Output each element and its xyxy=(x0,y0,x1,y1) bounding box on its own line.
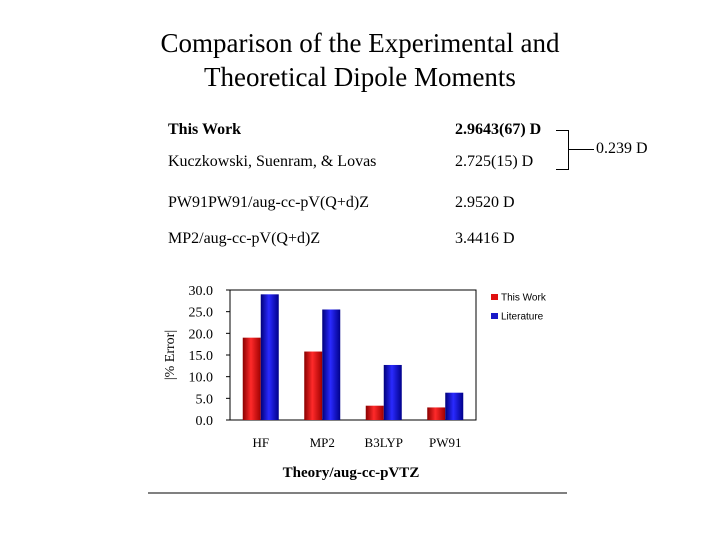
bar-this-work-mp2 xyxy=(304,351,323,420)
legend-swatch-this-work xyxy=(491,294,498,300)
legend-label-this-work: This Work xyxy=(501,293,547,304)
legend-label-literature: Literature xyxy=(501,312,544,323)
y-axis-label: |% Error| xyxy=(163,330,178,380)
bar-this-work-pw91 xyxy=(427,407,446,420)
x-tick-label: MP2 xyxy=(310,435,335,450)
legend-swatch-literature xyxy=(491,313,498,319)
y-tick-label: 10.0 xyxy=(189,371,214,386)
y-tick-label: 0.0 xyxy=(196,414,214,429)
title-line-2: Theoretical Dipole Moments xyxy=(204,62,516,92)
row-value-mp2: 3.4416 D xyxy=(455,230,515,247)
bar-literature-b3lyp xyxy=(383,364,402,420)
difference-bracket xyxy=(556,130,569,170)
difference-value: 0.239 D xyxy=(596,140,648,157)
row-label-pw91: PW91PW91/aug-cc-pV(Q+d)Z xyxy=(168,194,369,211)
row-value-this-work: 2.9643(67) D xyxy=(455,121,542,138)
y-tick-label: 30.0 xyxy=(189,284,214,299)
title-line-1: Comparison of the Experimental and xyxy=(160,28,560,58)
legend: This Work Literature xyxy=(491,293,547,323)
y-tick-label: 15.0 xyxy=(189,349,214,364)
y-tick-label: 25.0 xyxy=(189,306,214,321)
bar-literature-mp2 xyxy=(322,309,341,420)
x-axis-label: Theory/aug-cc-pVTZ xyxy=(283,465,420,481)
row-value-pw91: 2.9520 D xyxy=(455,194,515,211)
difference-bracket-connector xyxy=(568,149,594,150)
bar-this-work-b3lyp xyxy=(365,405,384,420)
bar-literature-pw91 xyxy=(445,392,464,420)
bar-literature-hf xyxy=(260,294,279,420)
y-tick-label: 5.0 xyxy=(196,392,214,407)
slide-title: Comparison of the Experimental and Theor… xyxy=(0,26,720,94)
row-value-kuczkowski: 2.725(15) D xyxy=(455,153,534,170)
y-tick-label: 20.0 xyxy=(189,327,214,342)
x-tick-label: PW91 xyxy=(429,435,462,450)
row-label-this-work: This Work xyxy=(168,121,242,138)
row-label-kuczkowski: Kuczkowski, Suenram, & Lovas xyxy=(168,153,377,170)
bar-this-work-hf xyxy=(242,337,261,420)
x-tick-label: B3LYP xyxy=(365,435,403,450)
x-tick-label: HF xyxy=(252,435,269,450)
row-label-mp2: MP2/aug-cc-pV(Q+d)Z xyxy=(168,230,321,247)
